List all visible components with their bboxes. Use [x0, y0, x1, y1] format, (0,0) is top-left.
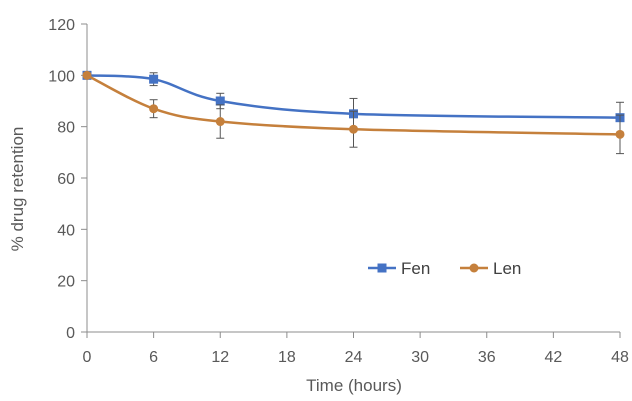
legend-swatch-marker [469, 263, 479, 273]
x-tick-label: 24 [345, 349, 363, 366]
axes [86, 24, 620, 333]
y-axis-ticks: 0 20 40 60 80 100 120 [48, 17, 87, 342]
data-point-len [349, 124, 358, 134]
legend-label-len: Len [493, 259, 521, 278]
x-tick-label: 12 [211, 349, 229, 366]
y-tick-label: 100 [48, 68, 75, 85]
data-point-len [215, 117, 225, 127]
data-point-fen [149, 74, 159, 84]
x-tick-label: 48 [611, 349, 629, 366]
x-tick-label: 18 [278, 349, 296, 366]
y-tick-label: 80 [57, 120, 75, 137]
x-tick-label: 42 [544, 349, 562, 366]
x-axis-title: Time (hours) [306, 376, 402, 395]
series-line-fen [86, 74, 621, 119]
legend-swatch-marker [377, 263, 387, 273]
y-tick-label: 20 [57, 274, 75, 291]
x-tick-label: 30 [411, 349, 429, 366]
y-tick-label: 0 [66, 325, 75, 342]
data-point-fen [215, 96, 225, 106]
legend: Fen Len [368, 259, 521, 278]
x-tick-label: 0 [83, 349, 92, 366]
y-tick-label: 60 [57, 171, 75, 188]
x-tick-label: 6 [149, 349, 158, 366]
data-point-len [615, 129, 625, 139]
x-tick-label: 36 [478, 349, 496, 366]
series-layer [82, 70, 625, 155]
legend-item-len: Len [460, 259, 521, 278]
y-axis-title: % drug retention [8, 127, 27, 252]
series-len [82, 70, 625, 155]
legend-item-fen: Fen [368, 259, 430, 278]
x-axis-ticks: 0 6 12 18 24 30 36 42 48 [83, 332, 629, 366]
y-tick-label: 40 [57, 222, 75, 239]
legend-label-fen: Fen [401, 259, 430, 278]
data-point-len [149, 104, 159, 114]
data-point-len [82, 70, 92, 80]
series-line-len [86, 74, 621, 136]
y-tick-label: 120 [48, 17, 75, 34]
